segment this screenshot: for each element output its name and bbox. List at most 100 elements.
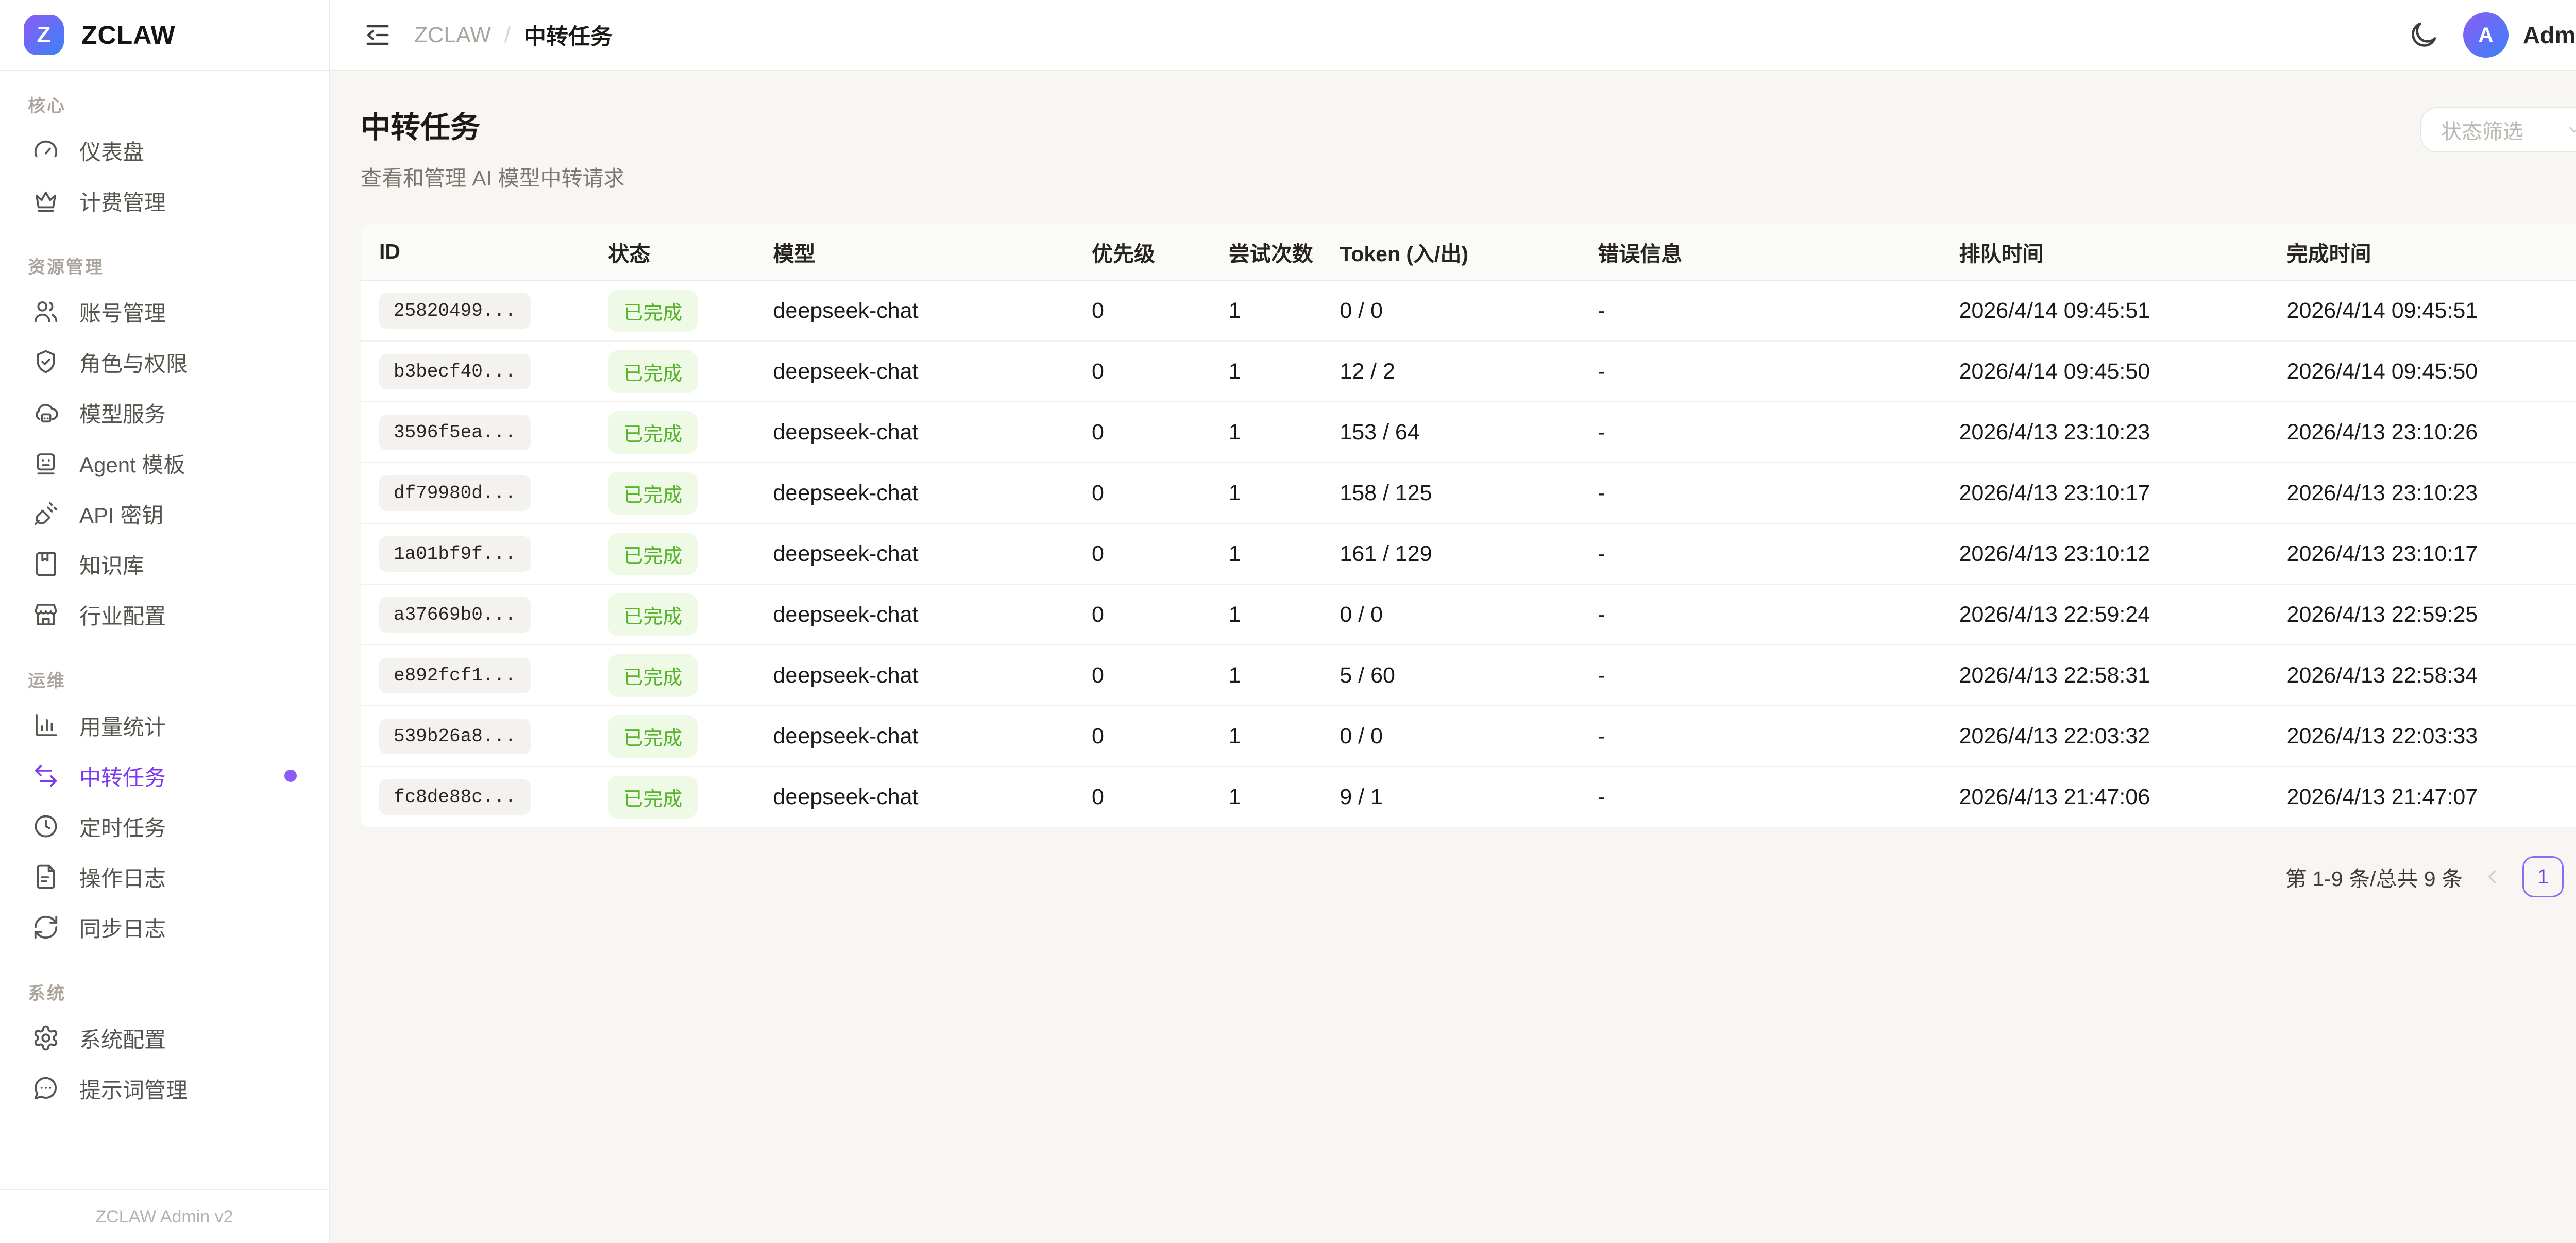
sync-icon <box>32 913 60 941</box>
sidebar-item-sync-logs[interactable]: 同步日志 <box>19 902 310 952</box>
table-body: 25820499... 已完成 deepseek-chat 0 1 0 / 0 - 2026/… <box>361 280 2576 827</box>
cell-value: deepseek-chat <box>773 785 919 809</box>
cell-id: 539b26a8... <box>361 706 590 767</box>
cell-value: 0 <box>1092 541 1104 566</box>
cell-attempts: 1 <box>1210 767 1321 827</box>
sidebar-item-industry-config[interactable]: 行业配置 <box>19 589 310 640</box>
cell-value: 1 <box>1228 480 1241 505</box>
cell-value: 2026/4/13 22:03:32 <box>1959 723 2150 748</box>
sidebar-item-prompt-management[interactable]: 提示词管理 <box>19 1063 310 1114</box>
cell-priority: 0 <box>1073 280 1210 342</box>
theme-toggle-button[interactable] <box>2408 19 2439 51</box>
sidebar-item-model-services[interactable]: 模型服务 <box>19 387 310 438</box>
cell-value: 2026/4/14 09:45:50 <box>1959 359 2150 384</box>
sidebar-item-knowledge-base[interactable]: 知识库 <box>19 539 310 589</box>
task-id-chip: 539b26a8... <box>379 718 531 754</box>
clock-icon <box>32 812 60 840</box>
cell-value: deepseek-chat <box>773 723 919 748</box>
cell-model: deepseek-chat <box>754 341 1073 402</box>
sidebar-item-system-config[interactable]: 系统配置 <box>19 1013 310 1063</box>
task-id-chip: b3becf40... <box>379 353 531 389</box>
sidebar-item-roles[interactable]: 角色与权限 <box>19 337 310 387</box>
sidebar-item-usage-stats[interactable]: 用量统计 <box>19 700 310 751</box>
cell-value: 5 / 60 <box>1340 662 1395 688</box>
task-id-chip: df79980d... <box>379 475 531 511</box>
cell-completed_at: 2026/4/13 21:47:07 <box>2268 767 2576 827</box>
cell-value: deepseek-chat <box>773 602 919 627</box>
pagination-prev-button[interactable] <box>2481 865 2504 888</box>
cell-id: a37669b0... <box>361 584 590 645</box>
cell-queued_at: 2026/4/13 21:47:06 <box>1940 767 2268 827</box>
cell-attempts: 1 <box>1210 584 1321 645</box>
cell-value: - <box>1598 541 1605 566</box>
cell-value: - <box>1598 602 1605 627</box>
cell-value: deepseek-chat <box>773 662 919 688</box>
cell-priority: 0 <box>1073 645 1210 706</box>
user-menu[interactable]: A Admin <box>2463 12 2576 58</box>
column-header: 优先级 <box>1073 224 1210 281</box>
cell-value: 9 / 1 <box>1340 785 1383 809</box>
sidebar-collapse-button[interactable] <box>363 20 393 50</box>
cell-attempts: 1 <box>1210 341 1321 402</box>
table-row: 25820499... 已完成 deepseek-chat 0 1 0 / 0 - 2026/… <box>361 280 2576 342</box>
pagination-summary: 第 1-9 条/总共 9 条 <box>2285 867 2463 891</box>
chevron-down-icon <box>2565 120 2576 140</box>
sidebar-nav: 核心 仪表盘 计费管理 资源管理 账号管理 角色与权限 模型服务 Agent 模板 API 密钥… <box>0 71 329 1189</box>
brand-logo: Z <box>24 15 64 55</box>
cell-value: 1 <box>1228 723 1241 748</box>
sidebar-item-api-keys[interactable]: API 密钥 <box>19 488 310 539</box>
cell-value: - <box>1598 785 1605 809</box>
cell-attempts: 1 <box>1210 280 1321 342</box>
sidebar-item-dashboard[interactable]: 仪表盘 <box>19 125 310 176</box>
sidebar-item-agent-templates[interactable]: Agent 模板 <box>19 438 310 488</box>
cell-completed_at: 2026/4/13 23:10:17 <box>2268 523 2576 585</box>
sidebar: Z ZCLAW 核心 仪表盘 计费管理 资源管理 账号管理 角色与权限 模型服务 Agent … <box>0 0 330 1243</box>
book-icon <box>32 550 60 578</box>
status-badge: 已完成 <box>608 289 698 332</box>
topbar: ZCLAW / 中转任务 A Admin <box>330 0 2576 71</box>
main-column: ZCLAW / 中转任务 A Admin 中转任务 查看和管理 AI 模型中转请… <box>330 0 2576 1243</box>
cell-status: 已完成 <box>589 341 755 402</box>
cell-model: deepseek-chat <box>754 645 1073 706</box>
cell-value: - <box>1598 419 1605 445</box>
table-row: fc8de88c... 已完成 deepseek-chat 0 1 9 / 1 - 2026/… <box>361 767 2576 827</box>
table-row: b3becf40... 已完成 deepseek-chat 0 1 12 / 2 - 2026… <box>361 341 2576 402</box>
sidebar-item-relay-tasks[interactable]: 中转任务 <box>19 751 310 801</box>
cell-value: 2026/4/13 23:10:23 <box>1959 419 2150 445</box>
sidebar-item-billing[interactable]: 计费管理 <box>19 176 310 226</box>
task-id-chip: 25820499... <box>379 293 531 329</box>
cell-value: deepseek-chat <box>773 541 919 566</box>
status-filter-select[interactable]: 状态筛选 <box>2420 107 2576 152</box>
cell-completed_at: 2026/4/13 23:10:26 <box>2268 402 2576 463</box>
sidebar-item-operation-logs[interactable]: 操作日志 <box>19 852 310 902</box>
store-icon <box>32 601 60 628</box>
column-header: 完成时间 <box>2268 224 2576 281</box>
status-filter-placeholder: 状态筛选 <box>2441 121 2523 143</box>
sidebar-item-accounts[interactable]: 账号管理 <box>19 286 310 337</box>
sidebar-item-label: 角色与权限 <box>79 351 188 376</box>
column-header: 尝试次数 <box>1210 224 1321 281</box>
pagination-page-1-button[interactable]: 1 <box>2522 856 2564 897</box>
sidebar-item-cron-tasks[interactable]: 定时任务 <box>19 801 310 852</box>
sidebar-item-label: 中转任务 <box>79 765 166 790</box>
menu-fold-icon <box>363 20 393 50</box>
moon-icon <box>2408 19 2439 51</box>
sidebar-item-label: Agent 模板 <box>79 452 185 477</box>
cell-value: 0 <box>1092 723 1104 748</box>
cell-attempts: 1 <box>1210 402 1321 463</box>
cell-model: deepseek-chat <box>754 402 1073 463</box>
breadcrumb-root-link[interactable]: ZCLAW <box>414 22 491 47</box>
cell-queued_at: 2026/4/14 09:45:51 <box>1940 280 2268 342</box>
sidebar-item-label: 模型服务 <box>79 402 166 427</box>
cell-tokens: 158 / 125 <box>1321 463 1580 524</box>
cell-error: - <box>1579 463 1941 524</box>
cell-id: b3becf40... <box>361 341 590 402</box>
content: 中转任务 查看和管理 AI 模型中转请求 状态筛选 ID 状态 模型 优先级 尝试次数 T… <box>330 71 2576 1243</box>
cell-priority: 0 <box>1073 463 1210 524</box>
cell-tokens: 0 / 0 <box>1321 584 1580 645</box>
column-header: 排队时间 <box>1940 224 2268 281</box>
cell-value: deepseek-chat <box>773 298 919 323</box>
cell-value: 0 <box>1092 662 1104 688</box>
cell-value: 2026/4/13 22:58:34 <box>2286 662 2478 688</box>
cell-priority: 0 <box>1073 523 1210 585</box>
